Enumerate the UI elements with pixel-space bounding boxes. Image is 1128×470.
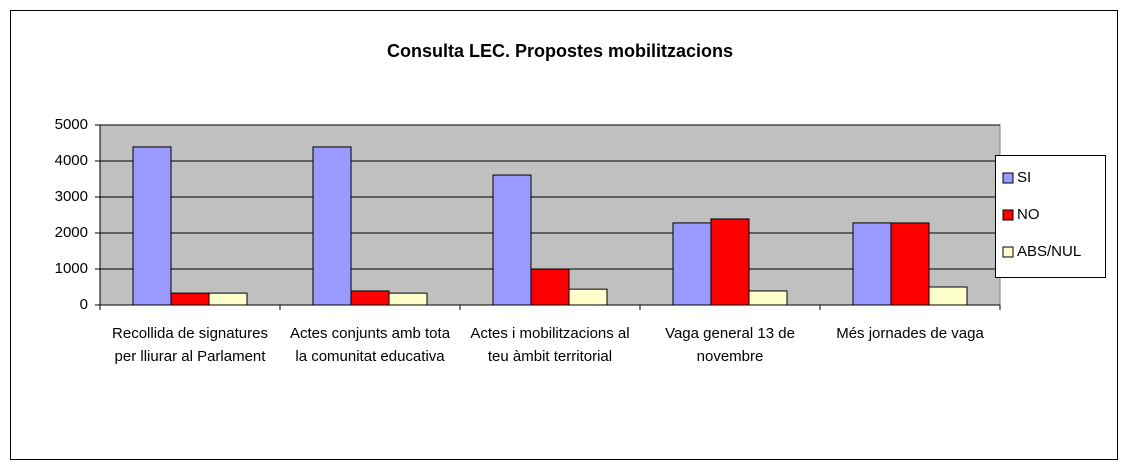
y-tick-label: 5000 xyxy=(55,116,88,133)
bar xyxy=(388,292,428,306)
legend-swatch xyxy=(1002,246,1014,258)
bar xyxy=(748,290,788,306)
chart-title: Consulta LEC. Propostes mobilitzacions xyxy=(387,41,733,61)
bar xyxy=(208,292,248,306)
legend-swatch xyxy=(1002,209,1014,221)
y-tick-label: 3000 xyxy=(55,188,88,205)
y-tick-label: 4000 xyxy=(55,152,88,169)
bar xyxy=(710,218,750,306)
x-tick-label: Vaga general 13 de novembre xyxy=(665,325,795,365)
legend-box xyxy=(995,155,1106,278)
legend-label: ABS/NUL xyxy=(1017,243,1081,260)
bar xyxy=(132,146,172,306)
legend-label: SI xyxy=(1017,169,1031,186)
y-tick-label: 2000 xyxy=(55,224,88,241)
bar xyxy=(928,286,968,306)
y-tick-label: 1000 xyxy=(55,260,88,277)
bar xyxy=(170,292,210,306)
bar xyxy=(672,222,712,306)
legend-label: NO xyxy=(1017,206,1040,223)
bar xyxy=(530,268,570,306)
bar xyxy=(312,146,352,306)
bar xyxy=(350,290,390,306)
bar xyxy=(492,174,532,306)
y-tick-label: 0 xyxy=(80,296,88,313)
legend-swatch xyxy=(1002,172,1014,184)
bar xyxy=(852,222,892,306)
bar xyxy=(890,222,930,306)
x-tick-label: Recollida de signatures per lliurar al P… xyxy=(112,325,268,365)
bar xyxy=(568,288,608,306)
x-tick-label: Actes i mobilitzacions al teu àmbit terr… xyxy=(470,325,630,365)
x-tick-label: Més jornades de vaga xyxy=(836,325,984,342)
x-tick-label: Actes conjunts amb tota la comunitat edu… xyxy=(289,325,451,365)
